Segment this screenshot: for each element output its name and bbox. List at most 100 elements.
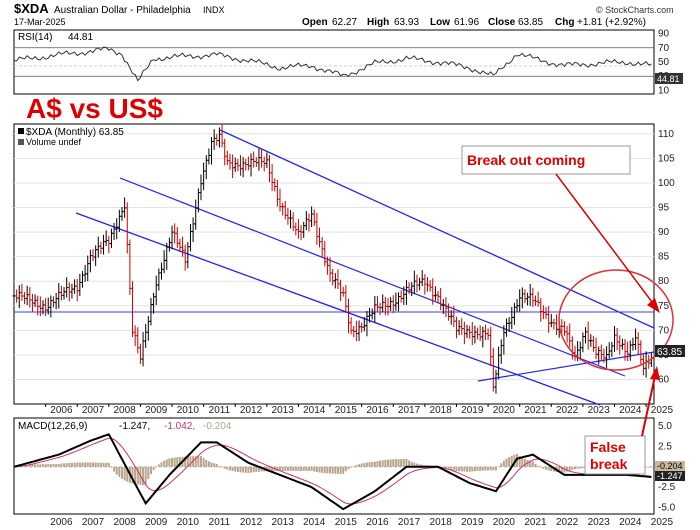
macd-histogram-bar [581, 466, 584, 469]
break-out-arrow [555, 173, 656, 307]
year-tick-label: 2018 [430, 517, 453, 528]
macd-histogram-bar [360, 463, 363, 467]
macd-histogram-bar [60, 463, 63, 467]
macd-histogram-bar [505, 458, 508, 467]
year-tick-label: 2010 [177, 517, 200, 528]
macd-histogram-bar [452, 466, 455, 471]
macd-histogram-bar [513, 454, 516, 467]
macd-histogram-bar [492, 466, 495, 471]
macd-histogram-bar [28, 464, 31, 467]
year-tick-label: 2015 [335, 405, 358, 416]
macd-histogram-bar [305, 466, 308, 471]
macd-histogram-bar [84, 462, 87, 467]
macd-histogram-bar [471, 466, 474, 472]
macd-histogram-bar [239, 466, 242, 473]
macd-histogram-bar [458, 466, 461, 472]
macd-histogram-bar [352, 466, 355, 467]
macd-histogram-bar [484, 466, 487, 471]
macd-histogram-bar [563, 466, 566, 473]
macd-histogram-bar [576, 466, 579, 469]
price-tick-label: 95 [658, 203, 670, 214]
macd-histogram-bar [334, 466, 337, 474]
macd-histogram-bar [547, 466, 550, 471]
macd-histogram-bar [68, 462, 71, 467]
macd-histogram-bar [479, 466, 482, 471]
macd-histogram-bar [379, 460, 382, 467]
year-tick-label: 2011 [209, 405, 231, 416]
macd-histogram-bar [336, 466, 339, 474]
year-tick-label: 2009 [145, 405, 168, 416]
rsi-panel [13, 29, 655, 95]
macd-histogram-bar [176, 457, 179, 467]
macd-histogram-bar [508, 457, 511, 467]
year-tick-label: 2018 [430, 405, 453, 416]
macd-histogram-bar [450, 466, 453, 471]
macd-histogram-bar [323, 466, 326, 474]
channel-middle-line [119, 177, 626, 377]
year-tick-label: 2023 [588, 405, 611, 416]
rsi-label: RSI(14) [18, 32, 52, 43]
year-tick-label: 2008 [113, 405, 136, 416]
price-tick-label: 90 [658, 227, 670, 238]
chg-value: +1.81 (+2.92%) [577, 17, 646, 28]
macd-histogram-bar [463, 466, 466, 472]
macd-histogram-bar [397, 459, 400, 467]
macd-histogram-bar [73, 462, 76, 467]
macd-histogram-bar [329, 466, 332, 474]
macd-histogram-bar [47, 464, 50, 467]
macd-hist-badge-text: -0.204 [657, 461, 683, 471]
year-tick-label: 2017 [398, 405, 421, 416]
macd-histogram-bar [205, 459, 208, 467]
false-break-line1: False [590, 439, 626, 455]
macd-histogram-bar [294, 466, 297, 471]
macd-histogram-bar [165, 459, 168, 467]
macd-histogram-bar [368, 462, 371, 467]
macd-histogram-bar [197, 456, 200, 467]
open-label: Open [302, 17, 328, 28]
macd-histogram-bar [307, 466, 310, 471]
macd-histogram-bar [202, 458, 205, 467]
price-legend-swatch [18, 128, 24, 134]
macd-histogram-bar [371, 461, 374, 467]
macd-histogram-bar [394, 459, 397, 467]
year-tick-label: 2025 [651, 517, 674, 528]
rsi-line [13, 46, 652, 82]
year-tick-label: 2013 [272, 405, 295, 416]
macd-histogram-bar [292, 466, 295, 471]
macd-histogram-bar [102, 462, 105, 467]
macd-histogram-bar [155, 466, 158, 468]
macd-histogram-bar [276, 466, 279, 472]
macd-histogram-bar [315, 466, 318, 473]
macd-histogram-bar [281, 466, 284, 471]
macd-histogram-bar [455, 466, 458, 471]
false-break-arrowhead [650, 366, 660, 380]
macd-histogram-bar [347, 466, 350, 470]
macd-histogram-bar [76, 462, 79, 467]
macd-histogram-bar [402, 458, 405, 467]
macd-histogram-bar [86, 462, 89, 467]
macd-histogram-bar [242, 466, 245, 473]
macd-value-2: -1.042, [164, 421, 195, 432]
year-tick-label: 2012 [240, 405, 263, 416]
macd-histogram-bar [123, 466, 126, 481]
macd-histogram-bar [110, 466, 113, 468]
macd-tick-label: -2.5 [658, 482, 676, 493]
low-label: Low [430, 17, 450, 28]
year-tick-label: 2020 [493, 405, 516, 416]
macd-histogram-bar [650, 466, 653, 468]
year-tick-label: 2007 [82, 517, 105, 528]
volume-legend-swatch [18, 139, 24, 145]
macd-histogram-bar [252, 466, 255, 473]
macd-tick-label: 2.5 [658, 441, 672, 452]
macd-signal-line [13, 437, 652, 505]
macd-histogram-bar [518, 455, 521, 467]
macd-tick-label: -5.0 [658, 502, 676, 513]
year-axis-bottom: 2006 2007 2008 2009 2010 2011 2012 2013 2014 2015… [50, 517, 673, 528]
macd-histogram-bar [250, 466, 253, 473]
macd-histogram-bar [189, 456, 192, 467]
year-tick-label: 2021 [524, 405, 547, 416]
rsi-tick-label: 70 [658, 43, 670, 54]
macd-histogram-bar [70, 462, 73, 467]
